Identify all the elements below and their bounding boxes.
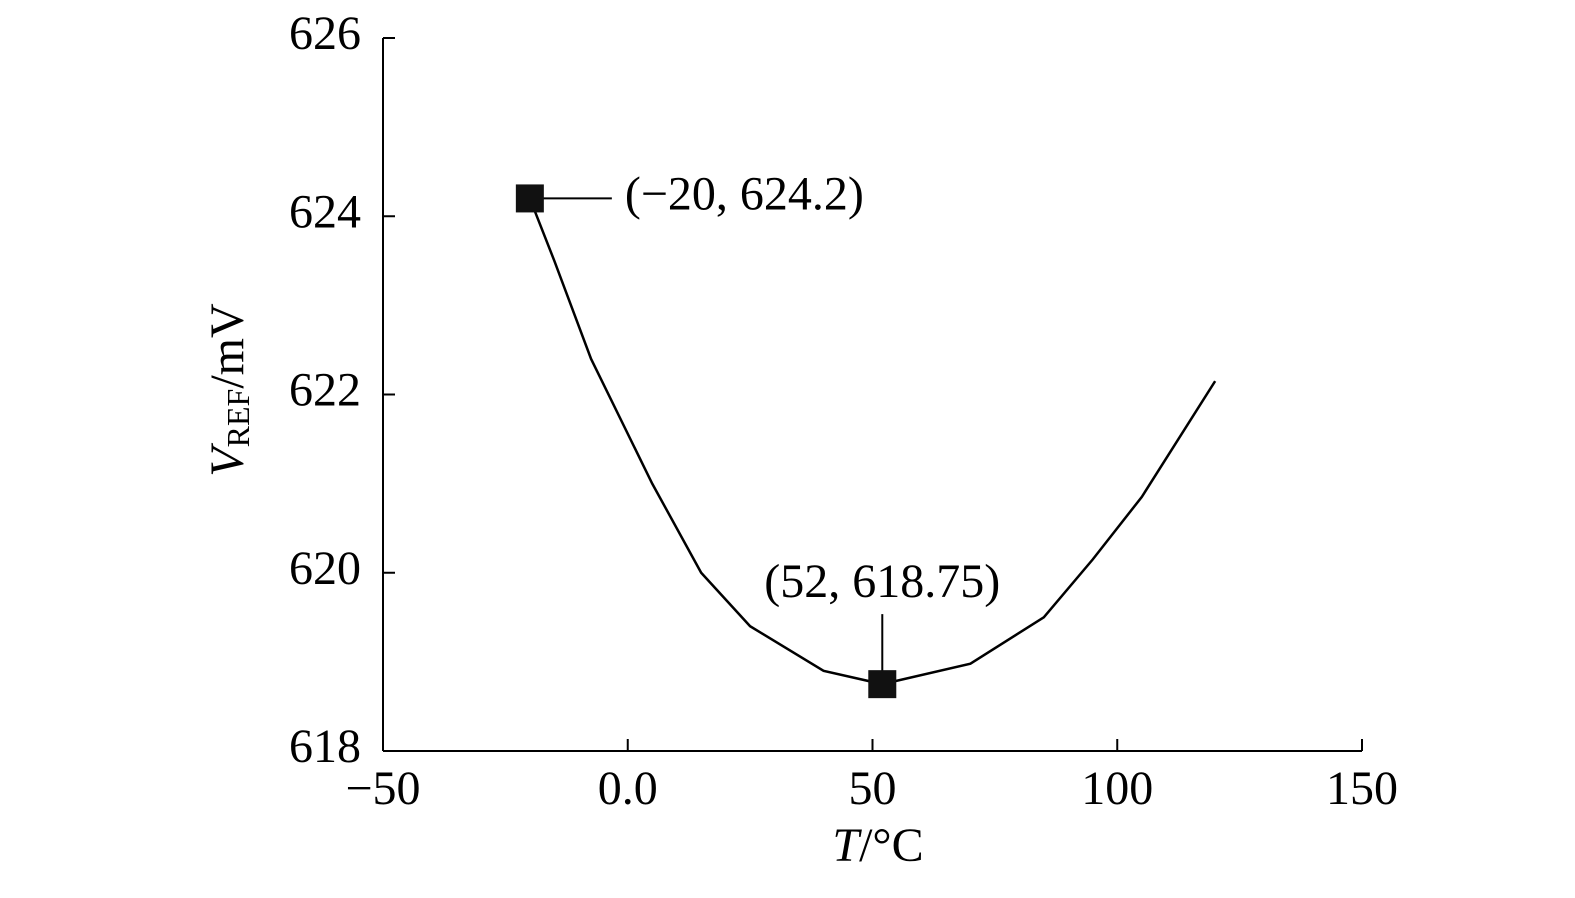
- x-tick-label: 150: [1326, 762, 1398, 815]
- annotation-text: (52, 618.75): [764, 555, 1000, 608]
- y-label-sub: REF: [220, 389, 256, 448]
- x-tick-label: −50: [345, 762, 420, 815]
- y-tick-label: 626: [289, 7, 361, 60]
- y-tick-label: 620: [289, 542, 361, 595]
- x-tick-label: 100: [1081, 762, 1153, 815]
- y-axis-label: VREF/mV: [201, 303, 256, 477]
- annotation-marker: [515, 184, 544, 213]
- y-label-unit: /mV: [201, 303, 254, 389]
- y-tick-label: 618: [289, 720, 361, 773]
- x-tick-label: 50: [849, 762, 897, 815]
- annotation-text: (−20, 624.2): [625, 167, 864, 220]
- curve: [528, 197, 1217, 686]
- y-tick-label: 624: [289, 185, 361, 238]
- x-axis-label: T/°C: [832, 819, 923, 872]
- annotation-marker: [868, 670, 897, 699]
- x-tick-label: 0.0: [598, 762, 658, 815]
- x-label-unit: /°C: [859, 819, 924, 872]
- y-tick-label: 622: [289, 364, 361, 417]
- y-label-var: V: [201, 443, 254, 477]
- x-label-var: T: [832, 819, 862, 872]
